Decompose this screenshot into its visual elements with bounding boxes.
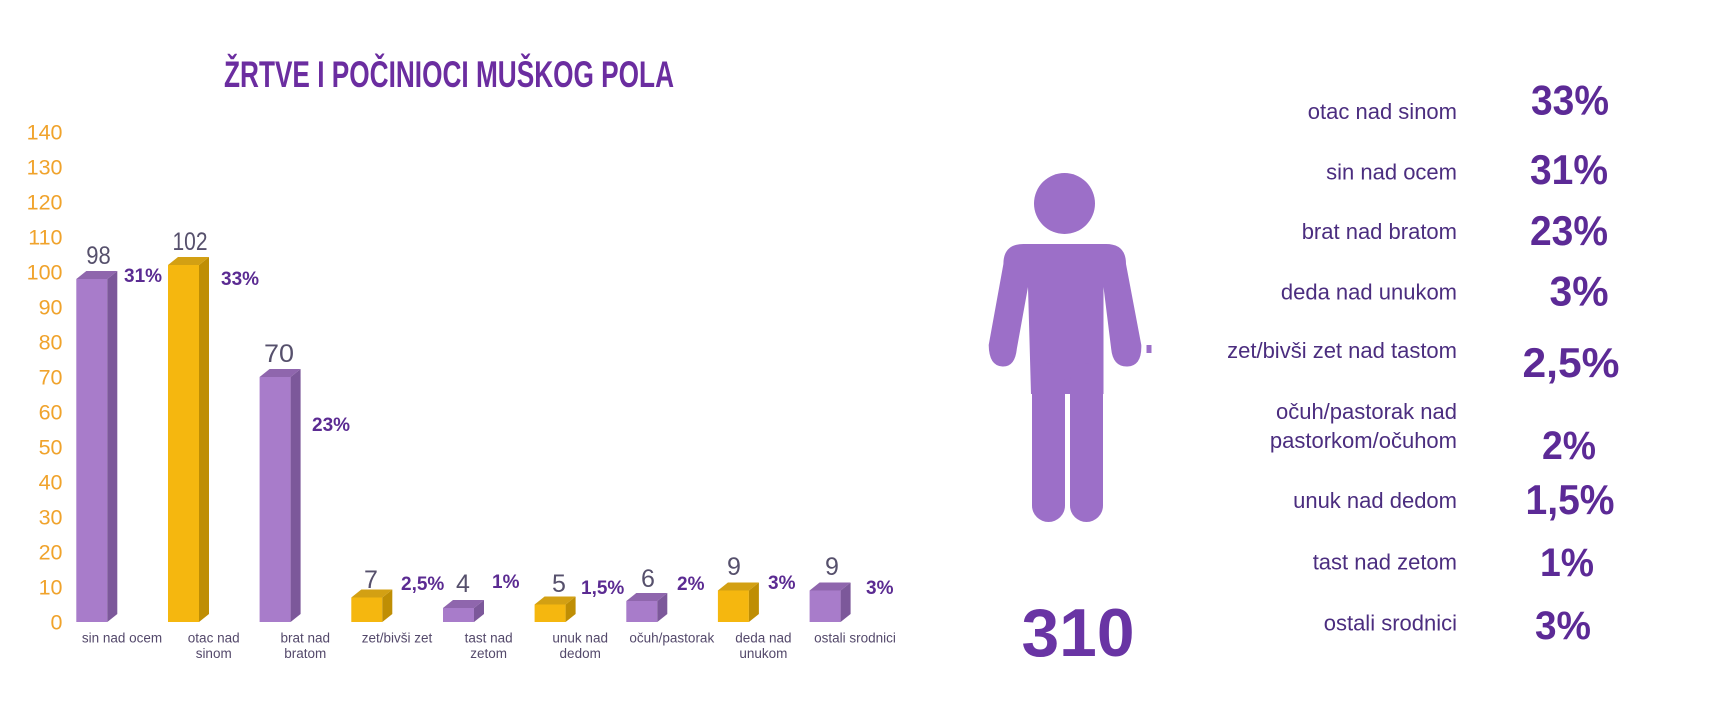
svg-text:9: 9	[727, 553, 741, 581]
svg-text:7: 7	[364, 566, 378, 594]
svg-text:2%: 2%	[677, 574, 705, 595]
svg-text:102: 102	[173, 228, 208, 256]
svg-text:140: 140	[27, 121, 63, 145]
svg-text:120: 120	[27, 191, 63, 215]
svg-text:33%: 33%	[1531, 77, 1609, 124]
svg-text:dedom: dedom	[560, 646, 601, 661]
svg-text:6: 6	[641, 565, 655, 593]
svg-text:4: 4	[456, 570, 470, 598]
svg-text:deda nad unukom: deda nad unukom	[1281, 280, 1457, 305]
svg-text:ostali srodnici: ostali srodnici	[814, 631, 896, 646]
svg-text:130: 130	[27, 156, 63, 180]
svg-text:2,5%: 2,5%	[1523, 339, 1620, 386]
svg-text:31%: 31%	[124, 266, 162, 287]
svg-text:90: 90	[39, 296, 63, 320]
svg-text:ostali srodnici: ostali srodnici	[1324, 611, 1457, 636]
svg-text:unuk nad dedom: unuk nad dedom	[1293, 488, 1457, 513]
svg-text:70: 70	[39, 366, 63, 390]
svg-text:3%: 3%	[1535, 604, 1591, 648]
svg-text:33%: 33%	[221, 269, 259, 290]
svg-text:zet/bivši zet nad tastom: zet/bivši zet nad tastom	[1227, 338, 1457, 363]
svg-text:3%: 3%	[768, 573, 796, 594]
svg-text:očuh/pastorak: očuh/pastorak	[629, 631, 714, 646]
svg-text:1%: 1%	[492, 572, 520, 593]
svg-text:100: 100	[27, 261, 63, 285]
svg-text:unuk nad: unuk nad	[552, 631, 608, 646]
svg-text:otac nad: otac nad	[188, 631, 240, 646]
svg-text:ŽRTVE I POČINIOCI MUŠKOG POLA: ŽRTVE I POČINIOCI MUŠKOG POLA	[224, 53, 674, 95]
svg-text:98: 98	[86, 242, 111, 270]
svg-text:tast nad zetom: tast nad zetom	[1313, 550, 1457, 575]
svg-text:0: 0	[51, 611, 63, 635]
svg-text:bratom: bratom	[284, 646, 326, 661]
svg-text:zet/bivši zet: zet/bivši zet	[362, 631, 433, 646]
svg-text:80: 80	[39, 331, 63, 355]
svg-text:sinom: sinom	[196, 646, 232, 661]
svg-text:pastorkom/očuhom: pastorkom/očuhom	[1270, 428, 1457, 453]
svg-text:30: 30	[39, 506, 63, 530]
svg-text:310: 310	[1022, 595, 1135, 671]
svg-text:3%: 3%	[1550, 268, 1609, 315]
svg-text:40: 40	[39, 471, 63, 495]
svg-text:očuh/pastorak nad: očuh/pastorak nad	[1276, 399, 1457, 424]
svg-text:otac nad sinom: otac nad sinom	[1308, 99, 1457, 124]
svg-text:31%: 31%	[1530, 146, 1608, 193]
svg-text:unukom: unukom	[739, 646, 787, 661]
svg-text:23%: 23%	[1530, 207, 1608, 254]
svg-text:110: 110	[28, 226, 62, 250]
svg-text:brat nad bratom: brat nad bratom	[1302, 219, 1457, 244]
svg-text:50: 50	[39, 436, 63, 460]
svg-text:2%: 2%	[1542, 424, 1596, 468]
svg-text:10: 10	[39, 576, 63, 600]
svg-text:23%: 23%	[312, 415, 350, 436]
svg-text:5: 5	[552, 570, 566, 598]
svg-text:60: 60	[39, 401, 63, 425]
svg-text:zetom: zetom	[470, 646, 507, 661]
svg-text:brat nad: brat nad	[281, 631, 331, 646]
svg-text:2,5%: 2,5%	[401, 574, 444, 595]
svg-text:deda nad: deda nad	[735, 631, 791, 646]
svg-text:1%: 1%	[1540, 541, 1594, 585]
svg-text:tast nad: tast nad	[465, 631, 513, 646]
svg-text:3%: 3%	[866, 578, 894, 599]
svg-text:1,5%: 1,5%	[1526, 476, 1615, 523]
svg-text:sin nad ocem: sin nad ocem	[1326, 160, 1457, 185]
svg-text:20: 20	[39, 541, 63, 565]
svg-text:9: 9	[825, 553, 839, 581]
svg-text:1,5%: 1,5%	[581, 578, 624, 599]
svg-text:sin nad ocem: sin nad ocem	[82, 631, 162, 646]
svg-text:70: 70	[264, 340, 294, 368]
